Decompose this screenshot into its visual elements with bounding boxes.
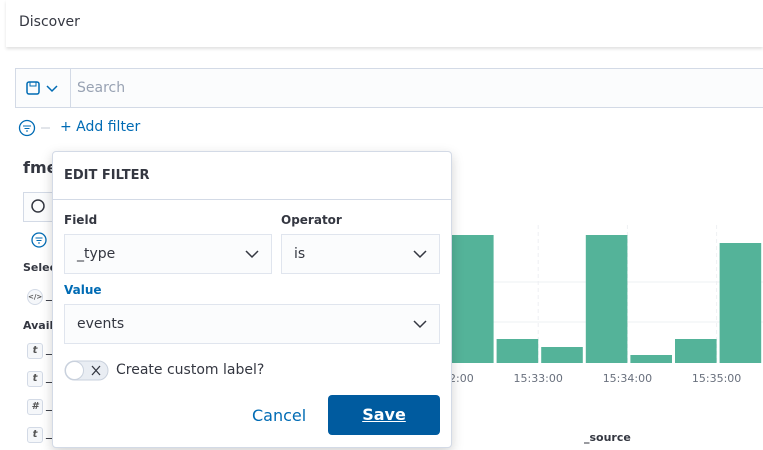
bar — [675, 339, 717, 363]
value-value: events — [77, 316, 125, 332]
field-name[interactable]: _ — [46, 369, 53, 384]
field-filter-icon[interactable] — [30, 230, 50, 250]
bar — [452, 235, 494, 363]
custom-label-text: Create custom label? — [116, 362, 265, 378]
query-bar: Search — [15, 68, 763, 108]
x-tick-label: 15:34:00 — [603, 372, 652, 385]
operator-value: is — [294, 246, 306, 262]
filter-icon[interactable] — [17, 118, 57, 138]
field-type-icon: t — [27, 343, 43, 359]
save-icon — [26, 81, 58, 95]
bar — [719, 243, 762, 363]
search-input[interactable]: Search — [77, 80, 126, 96]
bar — [630, 355, 672, 363]
cancel-button[interactable]: Cancel — [252, 406, 307, 425]
field-label: Field — [64, 213, 98, 227]
field-type-icon: t — [27, 371, 43, 387]
popover-title: EDIT FILTER — [64, 168, 150, 183]
chevron — [413, 320, 427, 329]
bar — [541, 347, 583, 363]
field-name[interactable]: _ — [46, 397, 53, 412]
add-filter-link[interactable]: + Add filter — [60, 119, 141, 135]
header: Discover — [6, 0, 763, 47]
custom-label-switch[interactable] — [64, 360, 110, 382]
bar — [496, 339, 539, 363]
field-name[interactable]: _ — [46, 425, 53, 440]
available-fields-label: Avail — [23, 319, 54, 332]
search-icon — [31, 199, 45, 213]
bar — [585, 235, 628, 363]
field-type-icon: t — [27, 427, 43, 443]
field-value: _type — [77, 246, 116, 262]
edit-filter-popover: EDIT FILTER Field Operator _type is Valu… — [52, 151, 452, 448]
chevron — [245, 250, 259, 259]
x-tick-label: 15:33:00 — [513, 372, 562, 385]
divider — [53, 199, 451, 200]
page-title: Discover — [19, 14, 80, 30]
index-pattern[interactable]: fme — [23, 158, 58, 177]
field-name[interactable]: _ — [46, 287, 53, 302]
field-type-icon: # — [27, 399, 43, 415]
operator-select[interactable]: is — [281, 234, 440, 274]
table-column-header: _source — [584, 431, 631, 444]
selected-fields-label: Selec — [23, 261, 57, 274]
field-type-icon: </> — [27, 289, 43, 305]
x-tick-label: 15:35:00 — [692, 372, 741, 385]
value-label: Value — [64, 283, 102, 297]
value-select[interactable]: events — [64, 304, 440, 344]
save-button[interactable]: Save — [328, 395, 440, 435]
operator-label: Operator — [281, 213, 342, 227]
chevron — [413, 250, 427, 259]
field-select[interactable]: _type — [64, 234, 272, 274]
saved-query-button[interactable] — [16, 69, 71, 107]
field-name[interactable]: _ — [46, 341, 53, 356]
